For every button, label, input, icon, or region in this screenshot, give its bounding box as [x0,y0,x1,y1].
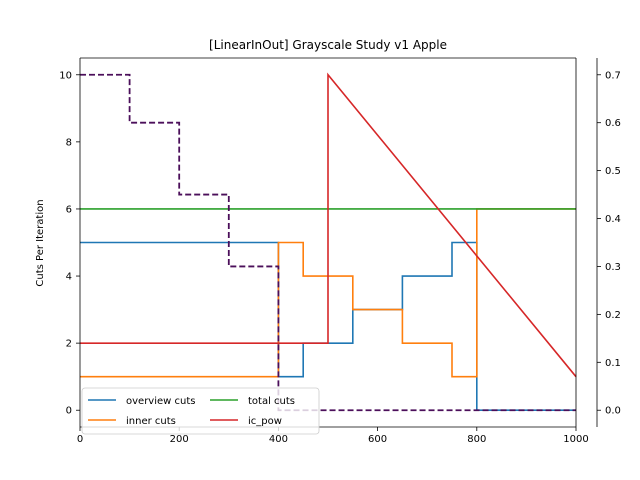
y2-tick-label: 0.7 [605,70,621,81]
y-tick-label: 10 [59,70,72,81]
chart-title: [LinearInOut] Grayscale Study v1 Apple [209,38,447,52]
x-tick-label: 200 [170,434,189,445]
legend-label-ic-pow: ic_pow [248,416,282,427]
y2-tick-label: 0.2 [605,310,621,321]
y-tick-label: 6 [66,204,72,215]
legend: overview cuts inner cuts total cuts ic_pow [81,387,320,435]
y2-tick-label: 0.3 [605,262,621,273]
y-tick-label: 2 [66,339,72,350]
legend-box [81,387,320,435]
y-tick-label: 8 [66,137,72,148]
y-axis-title: Cuts Per Iteration [35,199,46,286]
axes: 0 200 400 600 800 1000 0 2 4 6 8 10 0.0 0.1 0.2 0.3 0.4 0… [59,57,621,445]
y2-tick-label: 0.6 [605,118,621,129]
series-line-inner-cuts [80,208,576,378]
x-tick-label: 1000 [563,434,588,445]
y-tick-label: 0 [66,406,72,417]
series-line-ic-pow [80,72,577,378]
series-line-dashed-4 [80,73,576,412]
x-tick-label: 600 [368,434,387,445]
y-tick-label: 4 [66,272,72,283]
y2-tick-label: 0.4 [605,214,621,225]
y2-tick-label: 0.5 [605,166,621,177]
x-tick-label: 800 [467,434,486,445]
legend-label-total-cuts: total cuts [248,396,295,407]
plot-area [80,72,577,412]
y2-tick-label: 0.1 [605,358,621,369]
legend-label-inner-cuts: inner cuts [126,416,176,427]
legend-label-overview-cuts: overview cuts [126,396,195,407]
y2-tick-label: 0.0 [605,406,621,417]
x-tick-label: 0 [77,434,83,445]
x-tick-label: 400 [269,434,288,445]
